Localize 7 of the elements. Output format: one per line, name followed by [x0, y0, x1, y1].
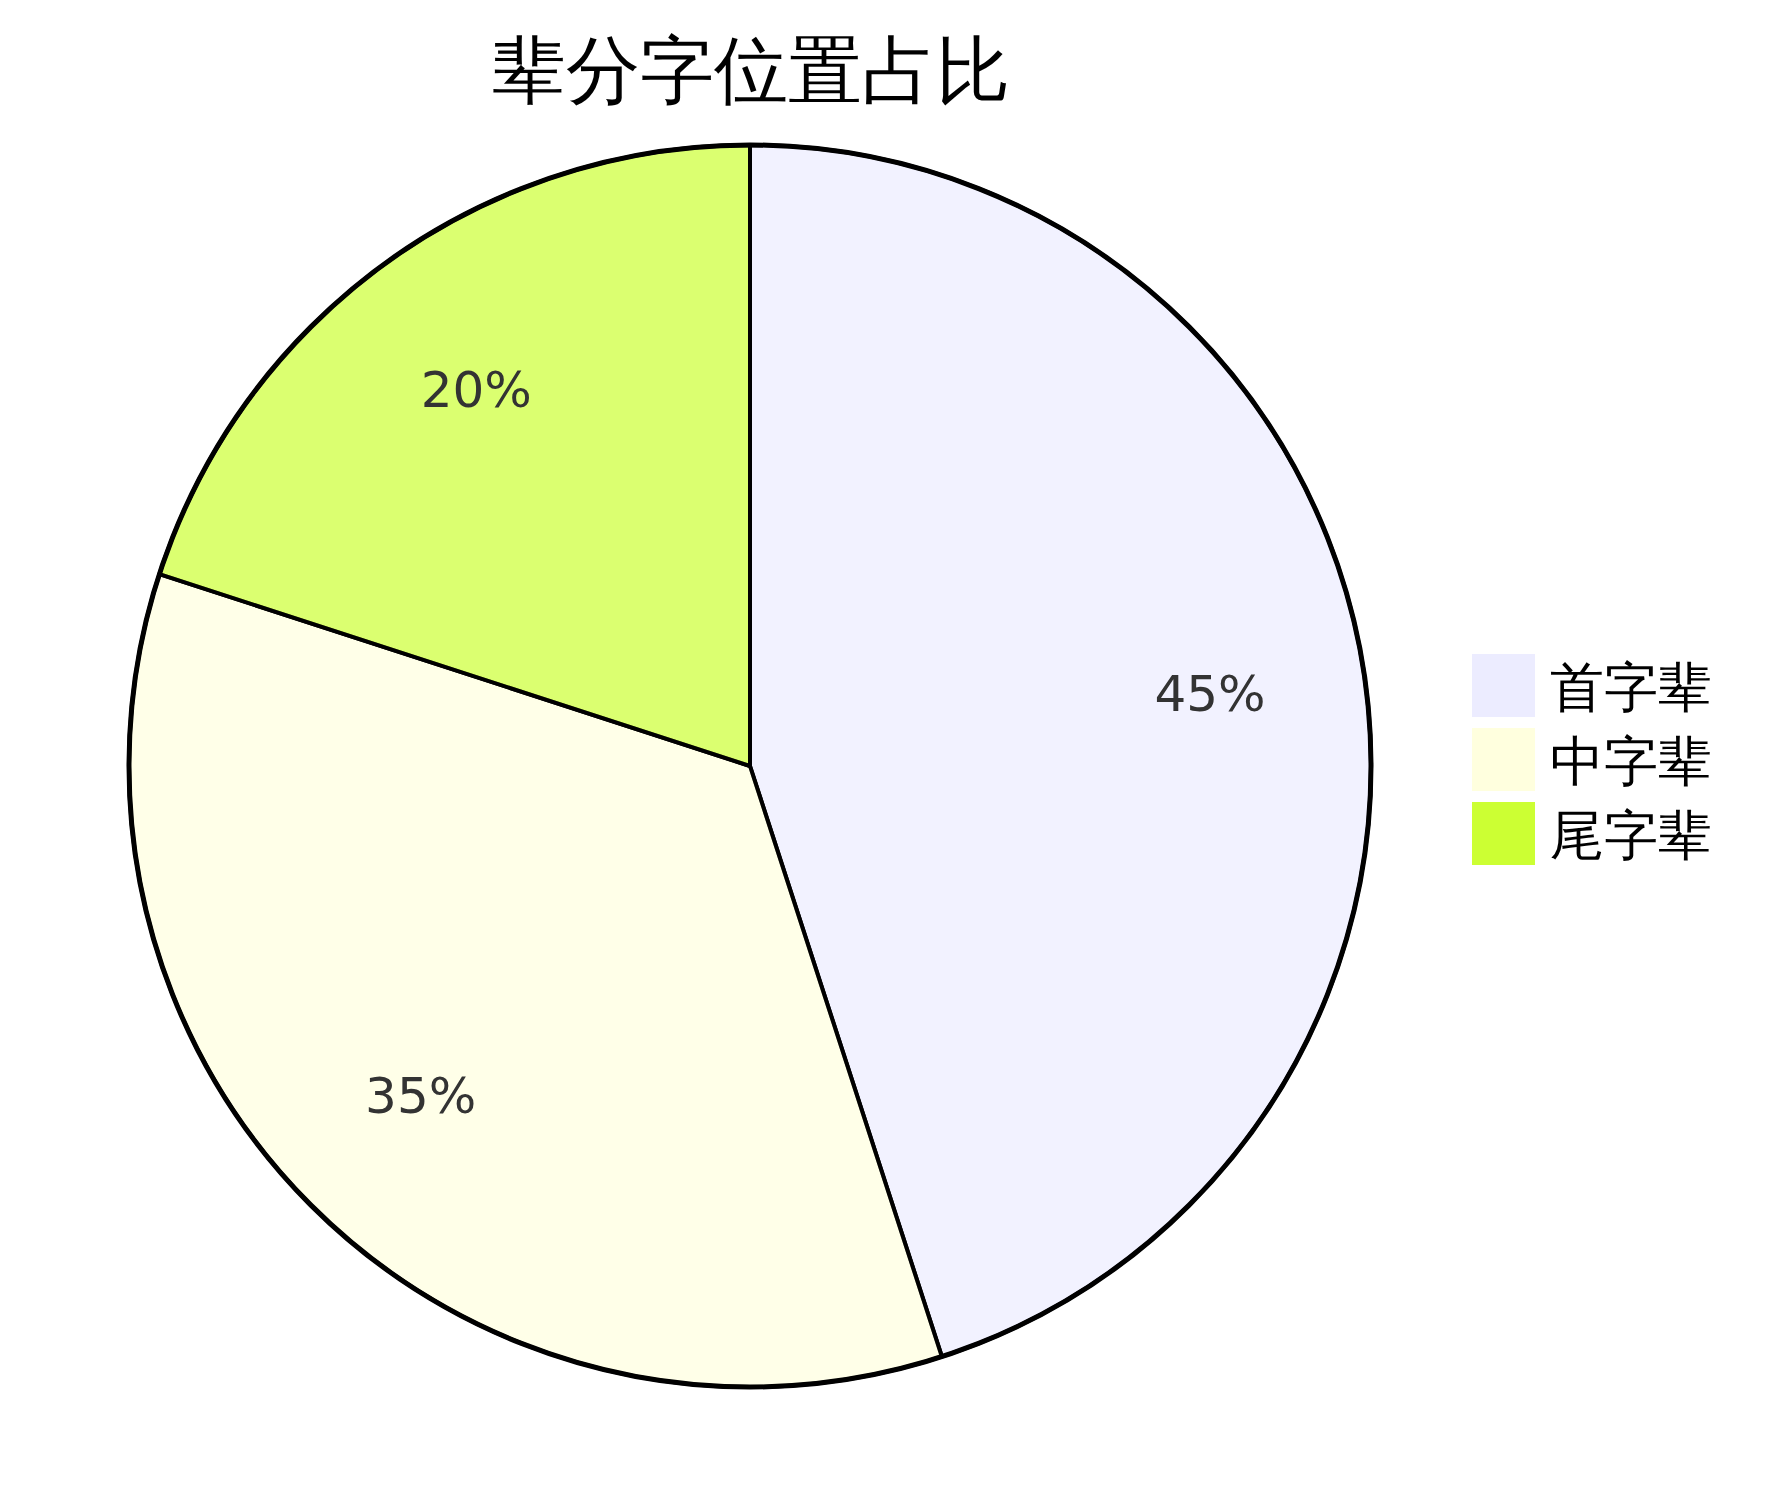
data-label: 20%	[420, 361, 532, 420]
chart-title: 辈分字位置占比	[492, 27, 1010, 113]
legend-label: 中字辈	[1550, 730, 1712, 793]
legend-label: 首字辈	[1550, 656, 1712, 719]
data-label: 45%	[1154, 665, 1266, 724]
legend-label: 尾字辈	[1550, 804, 1712, 867]
data-label: 35%	[365, 1067, 477, 1126]
